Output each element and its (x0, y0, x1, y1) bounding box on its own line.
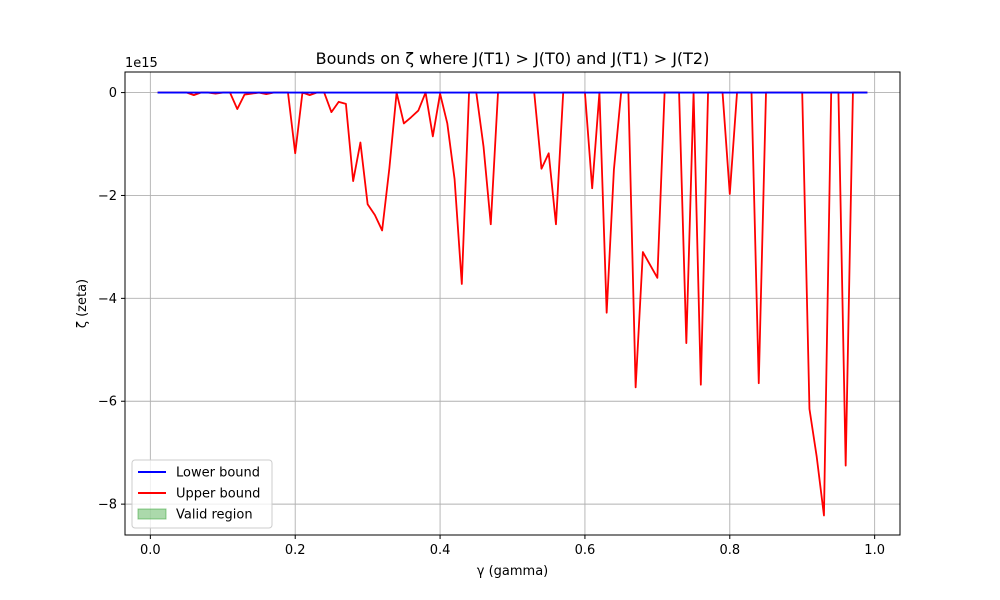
ticks: 0.0 0.2 0.4 0.6 0.8 1.0 0 −2 −4 −6 −8 (98, 86, 885, 558)
y-tick-label: 0 (109, 86, 117, 101)
x-tick-label: 1.0 (864, 543, 885, 558)
y-tick-label: −8 (98, 498, 117, 513)
x-tick-label: 0.8 (719, 543, 740, 558)
y-tick-label: −4 (98, 292, 117, 307)
plot-frame (124, 71, 901, 536)
y-tick-label: −6 (98, 395, 117, 410)
series-layer (157, 91, 868, 517)
chart-title: Bounds on ζ where J(T1) > J(T0) and J(T1… (316, 49, 710, 68)
x-axis-label: γ (gamma) (477, 564, 548, 579)
x-tick-label: 0.0 (140, 543, 161, 558)
legend-label: Valid region (176, 508, 253, 523)
legend-box (131, 459, 273, 529)
y-axis-label: ζ (zeta) (75, 279, 90, 328)
legend-label: Upper bound (176, 487, 260, 502)
legend-swatch-patch (137, 508, 167, 520)
x-tick-label: 0.4 (430, 543, 451, 558)
legend: Lower bound Upper bound Valid region (131, 459, 273, 529)
x-tick-label: 0.2 (285, 543, 306, 558)
x-tick-label: 0.6 (575, 543, 596, 558)
legend-label: Lower bound (176, 466, 260, 481)
y-offset-label: 1e15 (125, 56, 158, 71)
y-tick-label: −2 (98, 189, 117, 204)
